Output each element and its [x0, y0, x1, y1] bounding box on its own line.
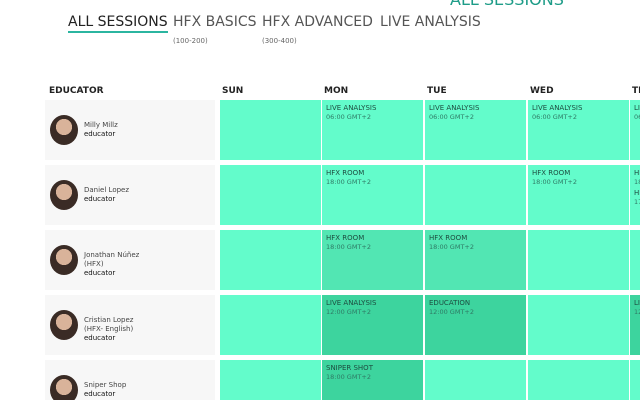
session-cell [425, 230, 526, 290]
session-cell [528, 360, 629, 400]
educator-role: educator [84, 334, 116, 342]
avatar [50, 310, 78, 340]
session-cell [528, 230, 629, 290]
session-cell [322, 360, 423, 400]
session-cell [425, 360, 526, 400]
session-time: 12:00 GMT+2 [429, 308, 474, 316]
tab[interactable]: HFX BASICS [173, 14, 257, 30]
session-title[interactable]: HFX ROOM [634, 169, 640, 177]
educator-name: Jonathan Núñez (HFX) [84, 251, 140, 268]
session-time: 12:00 GMT+2 [634, 308, 640, 316]
educator-name: Cristian Lopez (HFX- English) [84, 316, 134, 333]
session-title[interactable]: LIVE ANALYSIS [326, 299, 377, 307]
day-header: WED [530, 86, 554, 96]
session-cell [425, 100, 526, 160]
session-cell [630, 295, 640, 355]
tab[interactable]: HFX ADVANCED [262, 14, 373, 30]
tab-range: (300-400) [262, 37, 297, 45]
session-cell [220, 360, 321, 400]
session-cell [425, 165, 526, 225]
session-cell [630, 360, 640, 400]
session-title[interactable]: LIVE ANALYSIS [532, 104, 583, 112]
session-cell [220, 165, 321, 225]
session-cell [220, 100, 321, 160]
educator-header: EDUCATOR [49, 86, 104, 96]
session-title[interactable]: HFX ROOM [326, 234, 365, 242]
session-cell [630, 230, 640, 290]
tab[interactable]: LIVE ANALYSIS [380, 14, 481, 30]
educator-role: educator [84, 269, 116, 277]
tab[interactable]: ALL SESSIONS [68, 14, 168, 33]
day-header: MON [324, 86, 349, 96]
educator-role: educator [84, 195, 116, 203]
educator-role: educator [84, 130, 116, 138]
session-cell [220, 295, 321, 355]
session-cell [220, 230, 321, 290]
session-title[interactable]: LIVE ANALYSIS [634, 104, 640, 112]
session-title[interactable]: LIVE ANALYSIS [634, 299, 640, 307]
educator-role: educator [84, 390, 116, 398]
session-time: 18:00 GMT+2 [326, 373, 371, 381]
session-time: 18:00 GMT+2 [634, 178, 640, 186]
session-cell [528, 295, 629, 355]
tab-range: (100-200) [173, 37, 208, 45]
session-cell [630, 100, 640, 160]
session-cell [425, 295, 526, 355]
cut-title: ALL SESSIONS [450, 0, 564, 9]
avatar [50, 375, 78, 400]
session-cell [528, 165, 629, 225]
session-time: 18:00 GMT+2 [326, 178, 371, 186]
session-time: 18:00 GMT+2 [532, 178, 577, 186]
session-title[interactable]: EDUCATION [429, 299, 471, 307]
day-header: TUE [427, 86, 447, 96]
session-cell [322, 295, 423, 355]
session-title[interactable]: HFX ROOM [634, 189, 640, 197]
session-title[interactable]: LIVE ANALYSIS [429, 104, 480, 112]
session-title[interactable]: HFX ROOM [532, 169, 571, 177]
educator-name: Daniel Lopez [84, 186, 130, 194]
session-cell [322, 230, 423, 290]
educator-name: Sniper Shop [84, 381, 127, 389]
session-time: 06:00 GMT+2 [634, 113, 640, 121]
session-time: 18:00 GMT+2 [326, 243, 371, 251]
educator-name: Milly Millz [84, 121, 118, 129]
avatar [50, 115, 78, 145]
session-title[interactable]: SNIPER SHOT [326, 364, 373, 372]
session-title[interactable]: HFX ROOM [429, 234, 468, 242]
day-header: THU [632, 86, 640, 96]
session-time: 06:00 GMT+2 [326, 113, 371, 121]
session-time: 17:00 GMT+2 [634, 198, 640, 206]
session-time: 12:00 GMT+2 [326, 308, 371, 316]
session-cell [630, 165, 640, 225]
session-time: 06:00 GMT+2 [532, 113, 577, 121]
session-title[interactable]: HFX ROOM [326, 169, 365, 177]
day-header: SUN [222, 86, 244, 96]
session-cell [322, 165, 423, 225]
session-cell [322, 100, 423, 160]
avatar [50, 245, 78, 275]
session-cell [528, 100, 629, 160]
avatar [50, 180, 78, 210]
session-time: 18:00 GMT+2 [429, 243, 474, 251]
session-time: 06:00 GMT+2 [429, 113, 474, 121]
session-title[interactable]: LIVE ANALYSIS [326, 104, 377, 112]
